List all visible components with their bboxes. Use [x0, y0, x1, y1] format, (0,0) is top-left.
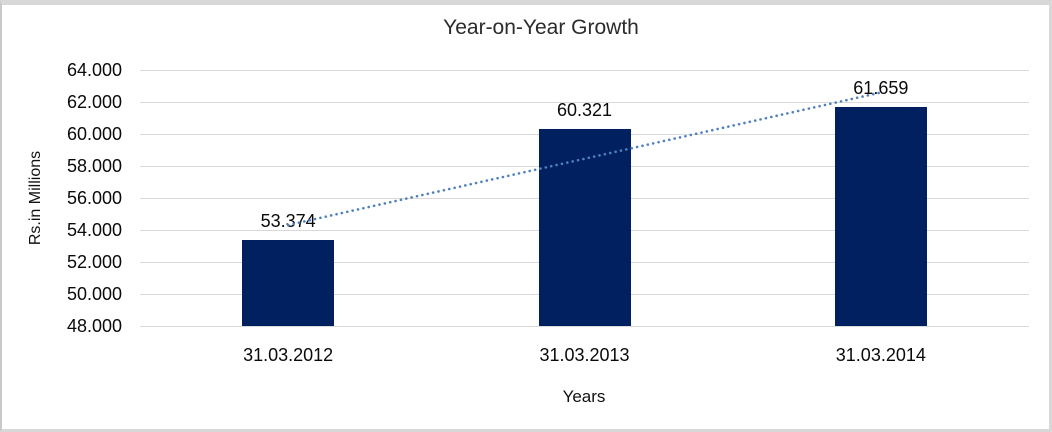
- y-tick-label: 54.000: [66, 220, 122, 240]
- x-axis-title: Years: [562, 387, 606, 406]
- bar-31.03.2014[interactable]: [834, 107, 927, 326]
- value-label: 60.321: [556, 99, 613, 120]
- y-tick-label: 62.000: [66, 92, 122, 112]
- y-tick-label: 64.000: [66, 60, 122, 80]
- bar-31.03.2012[interactable]: [242, 240, 335, 326]
- y-axis-title: Rs.in Millions: [27, 150, 44, 246]
- y-tick-label: 48.000: [66, 316, 122, 336]
- chart-title: Year-on-Year Growth: [443, 16, 639, 39]
- x-tick-label: 31.03.2014: [835, 345, 926, 365]
- value-label: 53.374: [260, 211, 316, 232]
- gridline: [140, 69, 1029, 71]
- y-tick-label: 60.000: [66, 124, 122, 144]
- y-tick-label: 52.000: [66, 252, 122, 272]
- y-tick-label: 56.000: [66, 188, 122, 208]
- x-tick-label: 31.03.2013: [539, 345, 630, 365]
- x-tick-label: 31.03.2012: [243, 345, 334, 365]
- y-tick-label: 50.000: [66, 284, 122, 304]
- bar-31.03.2013[interactable]: [538, 128, 631, 326]
- value-label: 61.659: [853, 78, 909, 99]
- y-tick-label: 58.000: [66, 156, 122, 176]
- gridline: [140, 325, 1029, 327]
